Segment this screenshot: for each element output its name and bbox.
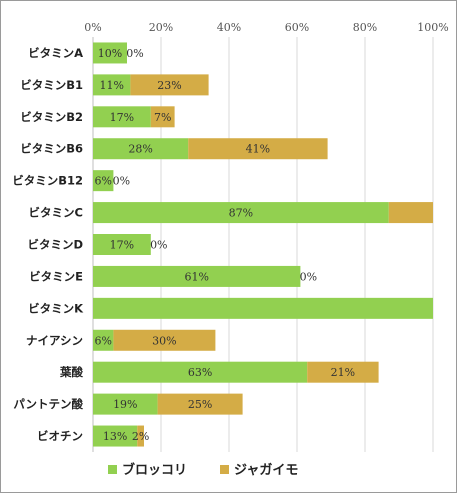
bar-broccoli [93, 170, 114, 192]
bar-broccoli [93, 74, 131, 96]
data-label-potato: 0% [113, 175, 130, 188]
bar-potato [388, 202, 433, 224]
bar-broccoli [93, 202, 389, 224]
category-label: ビタミンA [28, 46, 83, 60]
bar-potato [150, 106, 175, 128]
bar-broccoli [93, 329, 114, 351]
data-label-potato: 0% [300, 270, 317, 283]
x-tick-label: 20% [149, 21, 173, 34]
data-label-broccoli: 63% [188, 366, 212, 379]
bar-broccoli [93, 297, 433, 319]
bar-potato [188, 138, 328, 160]
category-label: 葉酸 [59, 365, 83, 379]
data-label-broccoli: 6% [94, 175, 111, 188]
data-label-broccoli: 10% [98, 47, 122, 60]
category-label: パントテン酸 [13, 397, 83, 411]
data-label-broccoli: 13% [103, 430, 127, 443]
data-label-potato: 23% [157, 79, 181, 92]
data-label-broccoli: 17% [110, 239, 134, 252]
bar-potato [137, 425, 144, 447]
data-label-broccoli: 17% [110, 111, 134, 124]
category-label: ビタミンC [29, 206, 83, 220]
category-label: ビタミンE [29, 269, 83, 283]
bar-broccoli [93, 106, 151, 128]
bar-broccoli [93, 138, 189, 160]
data-label-broccoli: 87% [229, 207, 253, 220]
bar-potato [113, 329, 216, 351]
bar-potato [130, 74, 209, 96]
category-label: ビタミンB6 [20, 142, 83, 156]
data-label-potato: 25% [188, 398, 212, 411]
data-label-broccoli: 61% [184, 270, 208, 283]
data-label-potato: 21% [331, 366, 355, 379]
data-label-broccoli: 19% [113, 398, 137, 411]
x-tick-label: 100% [417, 21, 448, 34]
legend-label-broccoli: ブロッコリ [122, 462, 187, 478]
bars [93, 42, 433, 447]
category-label: ナイアシン [26, 333, 83, 347]
x-tick-label: 80% [353, 21, 377, 34]
category-label: ビタミンD [27, 238, 83, 252]
gridlines [92, 37, 434, 452]
legend-swatch-broccoli [108, 465, 117, 474]
data-label-potato: 30% [152, 334, 176, 347]
x-tick-label: 40% [217, 21, 241, 34]
bar-broccoli [93, 393, 158, 415]
data-label-potato: 0% [126, 47, 143, 60]
category-label: ビタミンB12 [12, 174, 83, 188]
data-label-broccoli: 11% [99, 79, 123, 92]
bar-broccoli [93, 42, 127, 64]
data-label-potato: 41% [246, 143, 270, 156]
bar-broccoli [93, 265, 301, 287]
data-label-broccoli: 28% [128, 143, 152, 156]
data-label-potato: 7% [154, 111, 171, 124]
bar-broccoli [93, 425, 138, 447]
bar-potato [157, 393, 243, 415]
data-labels: 10% 0%11% 23%17% 7%28% 41%6% 0%87%17% 0%61% 0%6… [94, 47, 355, 443]
category-labels: ビタミンA ビタミンB1 ビタミンB2 ビタミンB6 ビタミンB12 ビタミンC ビタミンD… [12, 46, 84, 443]
legend: ブロッコリ ジャガイモ [108, 462, 298, 478]
x-axis-ticks: 0% 20% 40% 60% 80% 100% [84, 21, 448, 34]
legend-swatch-potato [220, 465, 229, 474]
x-tick-label: 0% [84, 21, 101, 34]
bar-broccoli [93, 361, 308, 383]
category-label: ビタミンK [28, 301, 84, 315]
bar-potato [307, 361, 379, 383]
x-tick-label: 60% [285, 21, 309, 34]
data-label-broccoli: 6% [94, 334, 111, 347]
category-label: ビタミンB1 [20, 78, 83, 92]
data-label-potato: 0% [150, 239, 167, 252]
legend-label-potato: ジャガイモ [234, 463, 298, 478]
data-label-potato: 2% [132, 430, 149, 443]
bar-broccoli [93, 234, 151, 255]
category-label: ビタミンB2 [20, 110, 83, 124]
category-label: ビオチン [37, 429, 83, 443]
